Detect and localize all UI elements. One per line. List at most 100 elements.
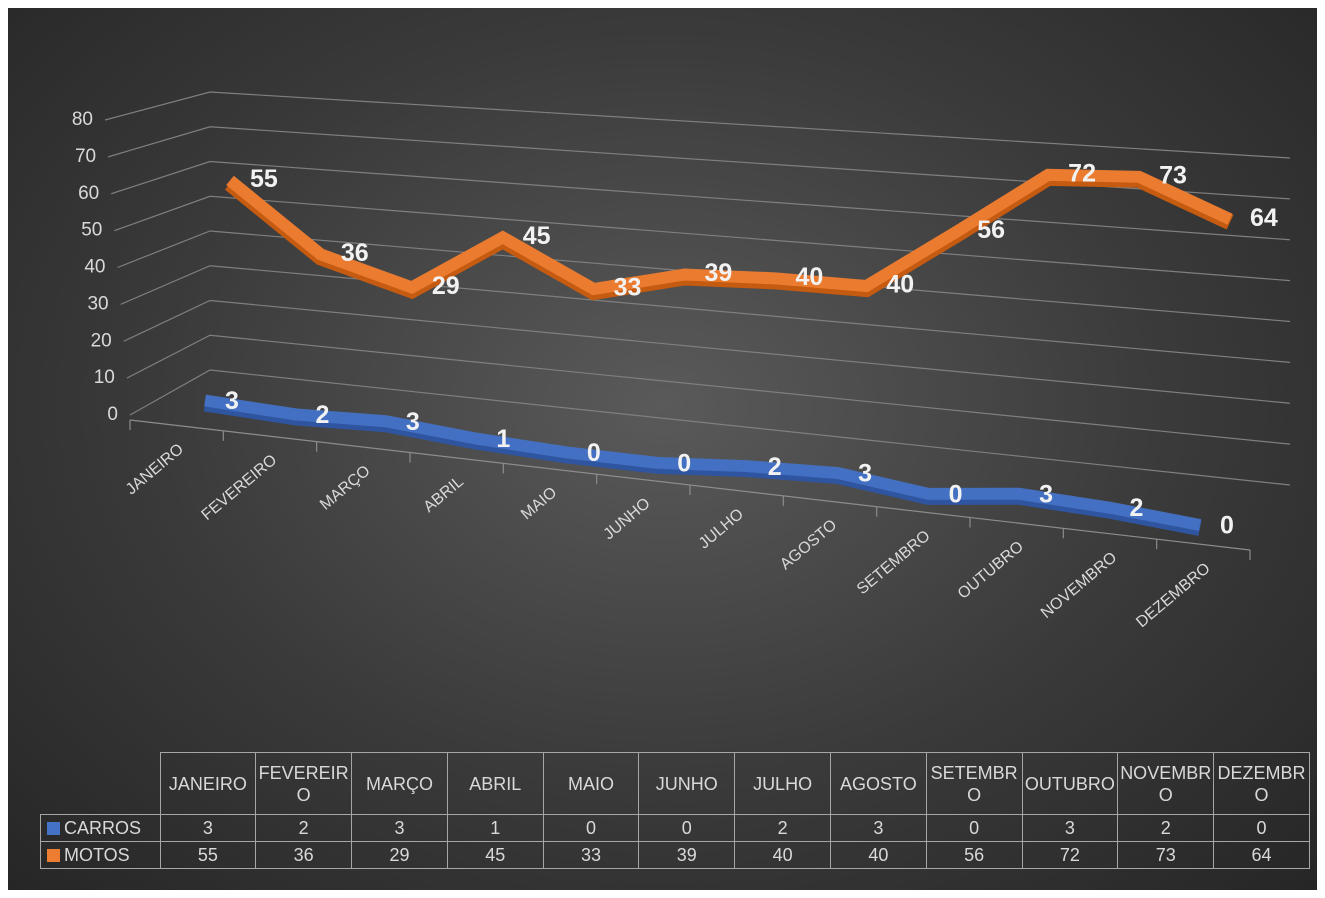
- table-value-cell: 55: [159, 841, 257, 869]
- table-value-cell: 3: [829, 814, 927, 842]
- data-label: 3: [858, 460, 872, 488]
- data-label: 64: [1250, 204, 1278, 232]
- x-tick-label: JANEIRO: [123, 441, 187, 499]
- legend-label: CARROS: [64, 818, 142, 838]
- x-tick-label: DEZEMBRO: [1133, 560, 1213, 631]
- data-table: JANEIRO FEVEREIRO MARÇO ABRIL MAIO JUNHO JULHO…: [40, 752, 1310, 869]
- data-label: 3: [406, 408, 420, 436]
- table-header-cell: MAIO: [542, 752, 640, 815]
- table-value-cell: 0: [925, 814, 1023, 842]
- series-line: [204, 394, 1202, 531]
- table-value-cell: 33: [542, 841, 640, 869]
- x-tick-label: JULHO: [696, 506, 747, 553]
- y-tick-label: 10: [94, 367, 115, 388]
- data-label: 1: [496, 425, 510, 453]
- data-label: 40: [886, 271, 914, 299]
- table-series-cell: CARROS: [40, 814, 161, 842]
- table-value-cell: 40: [829, 841, 927, 869]
- data-label: 2: [315, 401, 329, 429]
- table-value-cell: 3: [159, 814, 257, 842]
- y-tick-label: 50: [81, 220, 102, 241]
- grid-line: [107, 126, 1291, 200]
- data-label: 2: [768, 453, 782, 481]
- table-header-cell: DEZEMBRO: [1213, 752, 1310, 815]
- table-value-cell: 2: [734, 814, 831, 842]
- data-label: 3: [1039, 480, 1053, 508]
- y-tick-label: 70: [75, 146, 96, 167]
- table-header-cell: JULHO: [734, 752, 831, 815]
- data-label: 55: [250, 165, 278, 193]
- table-value-cell: 56: [925, 841, 1023, 869]
- grid-line: [104, 91, 1291, 159]
- data-label: 33: [614, 274, 642, 302]
- table-header-cell: FEVEREIRO: [255, 752, 353, 815]
- data-label: 0: [587, 439, 601, 467]
- grid-line: [117, 230, 1291, 323]
- legend-label: MOTOS: [64, 845, 130, 865]
- grid-line: [123, 299, 1291, 404]
- table-header-row: JANEIRO FEVEREIRO MARÇO ABRIL MAIO JUNHO JULHO…: [40, 752, 1310, 815]
- x-tick-label: JUNHO: [600, 495, 653, 543]
- data-label: 3: [225, 387, 239, 415]
- table-value-cell: 0: [542, 814, 640, 842]
- data-label: 72: [1068, 159, 1096, 187]
- table-value-cell: 1: [446, 814, 544, 842]
- y-tick-label: 40: [84, 257, 105, 278]
- data-label: 56: [977, 216, 1005, 244]
- table-header-cell: JANEIRO: [159, 752, 257, 815]
- grid-line: [111, 160, 1291, 241]
- x-tick-label: MAIO: [518, 484, 560, 523]
- grid-line: [120, 265, 1291, 363]
- table-value-cell: 0: [1213, 814, 1310, 842]
- table-value-cell: 36: [255, 841, 353, 869]
- x-tick-label: SETEMBRO: [854, 527, 934, 598]
- table-header-cell: MARÇO: [351, 752, 448, 815]
- table-value-cell: 64: [1213, 841, 1310, 869]
- data-label: 0: [677, 449, 691, 477]
- table-value-cell: 39: [638, 841, 736, 869]
- data-label: 36: [341, 239, 369, 267]
- table-value-cell: 0: [638, 814, 736, 842]
- x-tick-label: FEVEREIRO: [199, 452, 281, 524]
- x-tick-label: MARÇO: [317, 462, 374, 513]
- table-row: CARROS 3 2 3 1 0 0 2 3 0 3 2 0: [40, 814, 1310, 842]
- data-label: 73: [1159, 161, 1187, 189]
- x-tick-label: NOVEMBRO: [1038, 549, 1120, 622]
- table-series-cell: MOTOS: [40, 841, 161, 869]
- grid-line: [129, 369, 1291, 486]
- x-tick-label: AGOSTO: [777, 517, 840, 574]
- table-value-cell: 40: [734, 841, 831, 869]
- data-label: 40: [795, 263, 823, 291]
- chart-background: [8, 8, 1317, 890]
- table-value-cell: 72: [1021, 841, 1119, 869]
- y-tick-label: 20: [91, 330, 112, 351]
- table-value-cell: 29: [351, 841, 448, 869]
- table-value-cell: 2: [255, 814, 353, 842]
- table-value-cell: 73: [1117, 841, 1215, 869]
- table-header-cell: NOVEMBRO: [1117, 752, 1215, 815]
- table-value-cell: 45: [446, 841, 544, 869]
- y-tick-label: 60: [78, 183, 99, 204]
- y-tick-label: 0: [107, 404, 118, 425]
- data-label: 0: [1220, 512, 1234, 540]
- table-row: MOTOS 55 36 29 45 33 39 40 40 56 72 73 64: [40, 841, 1310, 869]
- x-tick-label: OUTUBRO: [955, 538, 1027, 602]
- y-tick-label: 80: [72, 109, 93, 130]
- table-header-cell: AGOSTO: [829, 752, 927, 815]
- table-value-cell: 3: [1021, 814, 1119, 842]
- table-header-cell: OUTUBRO: [1021, 752, 1119, 815]
- data-label: 45: [523, 222, 551, 250]
- series-line: [226, 168, 1233, 296]
- y-tick-label: 30: [87, 293, 108, 314]
- table-corner: [40, 752, 161, 815]
- table-value-cell: 3: [351, 814, 448, 842]
- table-header-cell: JUNHO: [638, 752, 736, 815]
- grid-line: [126, 334, 1291, 445]
- legend-key: [47, 849, 60, 862]
- table-value-cell: 2: [1117, 814, 1215, 842]
- data-label: 39: [705, 259, 733, 287]
- legend-key: [47, 822, 60, 835]
- data-label: 2: [1130, 494, 1144, 522]
